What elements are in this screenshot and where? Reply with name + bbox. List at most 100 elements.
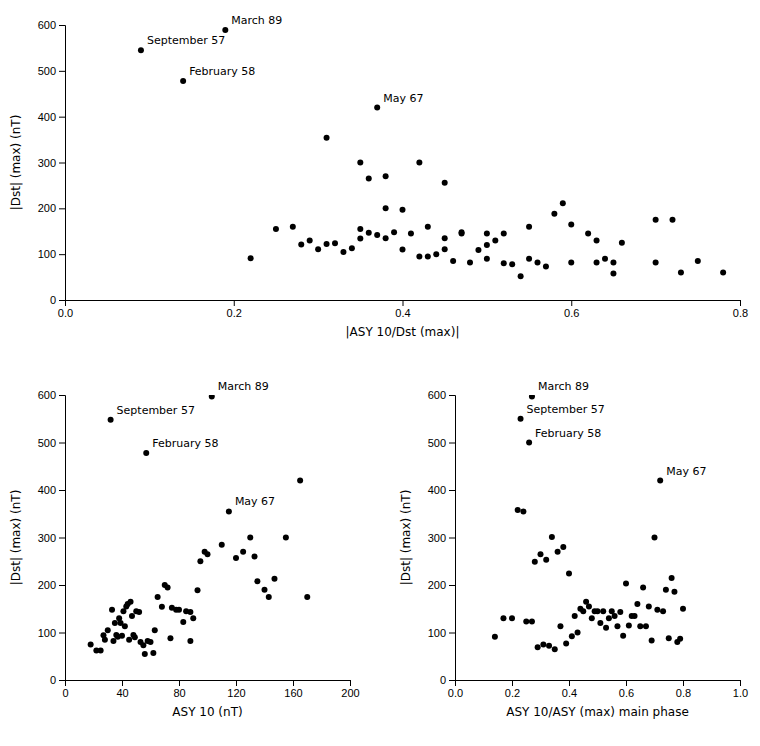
- point: [132, 634, 138, 640]
- point: [136, 609, 142, 615]
- point: [247, 535, 253, 541]
- point: [433, 251, 439, 257]
- point: [669, 575, 675, 581]
- tick-mark: [740, 300, 741, 306]
- point: [551, 211, 557, 217]
- y-axis-title: |Dst| (max) (nT): [9, 115, 23, 211]
- point: [529, 619, 535, 625]
- y-axis-title: |Dst| (max) (nT): [399, 490, 413, 586]
- point: [666, 635, 672, 641]
- point: [535, 644, 541, 650]
- point: [575, 630, 581, 636]
- tick: 200: [38, 202, 65, 214]
- tick: 200: [38, 579, 65, 591]
- point: [383, 235, 389, 241]
- point: [652, 535, 658, 541]
- tick-mark: [59, 300, 65, 301]
- chart: 0.00.20.40.60.80100200300400500600March …: [0, 0, 760, 746]
- point: [118, 620, 124, 626]
- point: [594, 259, 600, 265]
- tick: 400: [38, 111, 65, 123]
- point: [187, 609, 193, 615]
- point: [646, 603, 652, 609]
- point: [603, 625, 609, 631]
- x-axis-title: |ASY 10/Dst (max)|: [346, 325, 460, 339]
- point: [600, 608, 606, 614]
- point: [233, 555, 239, 561]
- point: [102, 637, 108, 643]
- x-axis: 0.00.20.40.60.8: [58, 300, 748, 319]
- tick-label: 400: [38, 484, 56, 496]
- tick: 600: [38, 19, 65, 31]
- tick-mark: [59, 395, 65, 396]
- point: [165, 584, 171, 590]
- point: [383, 173, 389, 179]
- point: [492, 634, 498, 640]
- point: [475, 247, 481, 253]
- tick-label: 1.0: [733, 687, 748, 699]
- point: [518, 273, 524, 279]
- point: [677, 636, 683, 642]
- point: [484, 256, 490, 262]
- tick-mark: [59, 117, 65, 118]
- tick-label: 0: [62, 687, 68, 699]
- tick: 0: [62, 680, 68, 699]
- point: [623, 581, 629, 587]
- point: [304, 594, 310, 600]
- tick-mark: [59, 254, 65, 255]
- tick: 300: [428, 532, 455, 544]
- point: [366, 176, 372, 182]
- point: [720, 270, 726, 276]
- point: [138, 639, 144, 645]
- point: [110, 638, 116, 644]
- point: [374, 105, 380, 111]
- point: [609, 608, 615, 614]
- point: [442, 246, 448, 252]
- point: [187, 638, 193, 644]
- tick-label: 500: [428, 437, 446, 449]
- point: [540, 641, 546, 647]
- point: [357, 226, 363, 232]
- point: [416, 253, 422, 259]
- point: [552, 646, 558, 652]
- point: [159, 604, 165, 610]
- x-axis-title: ASY 10/ASY (max) main phase: [506, 705, 689, 719]
- tick: 0.2: [227, 300, 242, 319]
- annotation: September 57: [117, 404, 195, 417]
- tick-label: 120: [227, 687, 245, 699]
- tick-label: 0.6: [564, 307, 579, 319]
- axis-line: [456, 681, 741, 687]
- point: [222, 27, 228, 33]
- tick: 100: [38, 627, 65, 639]
- axis-line: [59, 26, 66, 301]
- tick: 120: [227, 680, 245, 699]
- point: [357, 236, 363, 242]
- tick-mark: [59, 585, 65, 586]
- tick: 0.0: [58, 300, 73, 319]
- point: [572, 613, 578, 619]
- tick-mark: [449, 395, 455, 396]
- point: [526, 224, 532, 230]
- point: [626, 622, 632, 628]
- tick-mark: [449, 680, 455, 681]
- tick: 500: [38, 437, 65, 449]
- tick: 0.0: [448, 680, 463, 699]
- point: [637, 623, 643, 629]
- point: [610, 270, 616, 276]
- annotation: May 67: [235, 495, 275, 508]
- point: [492, 237, 498, 243]
- tick-label: 80: [173, 687, 185, 699]
- tick-mark: [683, 680, 684, 686]
- tick: 600: [428, 389, 455, 401]
- tick: 500: [38, 65, 65, 77]
- point: [523, 619, 529, 625]
- tick-label: 0.4: [395, 307, 410, 319]
- x-axis: 04080120160200: [62, 680, 359, 699]
- point: [557, 623, 563, 629]
- tick-mark: [59, 538, 65, 539]
- point: [205, 551, 211, 557]
- tick: 600: [38, 389, 65, 401]
- tick-label: 200: [428, 579, 446, 591]
- point: [509, 615, 515, 621]
- point: [150, 650, 156, 656]
